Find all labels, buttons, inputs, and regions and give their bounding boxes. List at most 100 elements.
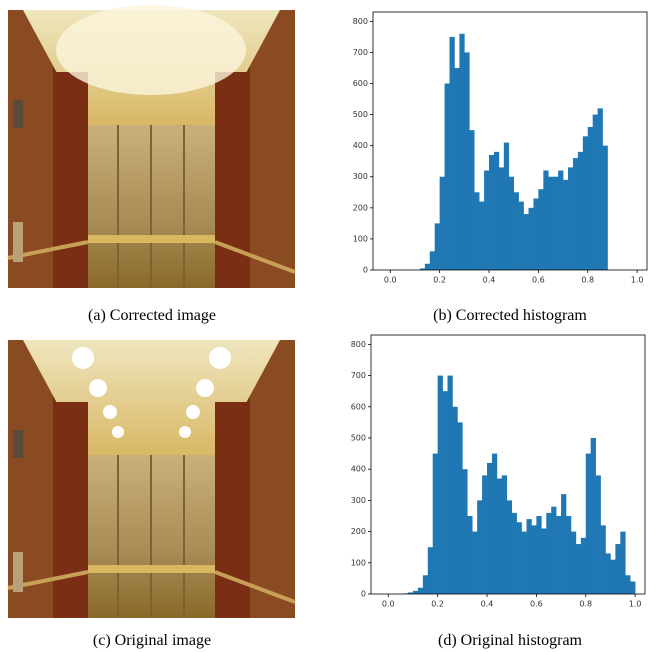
bar [529, 208, 534, 270]
y-tick-label: 0 [361, 590, 366, 599]
bar [443, 391, 448, 594]
bar [499, 167, 504, 270]
bar [469, 130, 474, 270]
bar [568, 167, 573, 270]
bar [543, 171, 548, 270]
y-tick-label: 600 [351, 402, 366, 411]
bar [413, 591, 418, 594]
bar [583, 136, 588, 270]
bar [467, 516, 472, 594]
x-tick-label: 0.8 [581, 276, 594, 285]
bar [615, 544, 620, 594]
bar [610, 560, 615, 594]
bar [487, 463, 492, 594]
x-tick-label: 1.0 [629, 600, 642, 609]
bar [489, 155, 494, 270]
image-caption: (a) Corrected image [88, 307, 216, 324]
bar [553, 177, 558, 270]
bar [440, 177, 445, 270]
bar [578, 152, 583, 270]
bar [484, 171, 489, 270]
bar [504, 143, 509, 270]
y-tick-label: 600 [353, 79, 368, 88]
bar [514, 192, 519, 270]
bar [457, 422, 462, 594]
bar [494, 152, 499, 270]
bar [591, 438, 596, 594]
bar [593, 115, 598, 270]
y-tick-label: 500 [353, 110, 368, 119]
x-tick-label: 0.4 [483, 276, 496, 285]
bar [571, 532, 576, 594]
bar [598, 108, 603, 270]
bar [445, 83, 450, 270]
original-image [8, 340, 295, 618]
y-tick-label: 500 [351, 433, 366, 442]
x-tick-label: 1.0 [631, 276, 644, 285]
bar [423, 575, 428, 594]
bar [507, 500, 512, 594]
bar [556, 516, 561, 594]
bar [454, 68, 459, 270]
bar [524, 214, 529, 270]
bar [551, 507, 556, 594]
bar [563, 180, 568, 270]
bar [450, 37, 455, 270]
x-tick-label: 0.2 [433, 276, 446, 285]
bar [546, 513, 551, 594]
y-tick-label: 300 [351, 496, 366, 505]
x-tick-label: 0.6 [532, 276, 545, 285]
y-tick-label: 700 [351, 371, 366, 380]
bar [541, 528, 546, 594]
bar [606, 553, 611, 594]
bar [482, 475, 487, 594]
bar [536, 516, 541, 594]
bar [630, 582, 635, 594]
y-tick-label: 100 [353, 234, 368, 243]
bar [596, 475, 601, 594]
bar [479, 202, 484, 270]
bar [472, 532, 477, 594]
bar [462, 469, 467, 594]
bar [625, 575, 630, 594]
bar [533, 199, 538, 270]
bar [586, 454, 591, 594]
y-tick-label: 800 [351, 340, 366, 349]
y-tick-label: 300 [353, 172, 368, 181]
bar [433, 454, 438, 594]
bar [561, 494, 566, 594]
bar [512, 513, 517, 594]
bar [566, 516, 571, 594]
bar [452, 407, 457, 594]
bar [428, 547, 433, 594]
bar [438, 376, 443, 594]
bar [573, 158, 578, 270]
bar [601, 525, 606, 594]
image-caption: (c) Original image [93, 632, 211, 649]
y-tick-label: 200 [351, 527, 366, 536]
bar [558, 171, 563, 270]
bar [517, 522, 522, 594]
bar [531, 525, 536, 594]
corrected-image [8, 5, 295, 288]
bar [435, 223, 440, 270]
bar [459, 34, 464, 270]
bar [519, 202, 524, 270]
chart-caption: (d) Original histogram [438, 632, 583, 649]
bar [509, 177, 514, 270]
x-tick-label: 0.4 [481, 600, 494, 609]
bar [527, 519, 532, 594]
bar [497, 479, 502, 594]
bar [620, 532, 625, 594]
x-tick-label: 0.0 [382, 600, 395, 609]
y-tick-label: 700 [353, 48, 368, 57]
bar [588, 127, 593, 270]
bar [477, 500, 482, 594]
bar [548, 177, 553, 270]
y-tick-label: 800 [353, 17, 368, 26]
x-tick-label: 0.8 [579, 600, 592, 609]
bar [538, 189, 543, 270]
bar [492, 454, 497, 594]
y-tick-label: 400 [353, 141, 368, 150]
x-tick-label: 0.0 [384, 276, 397, 285]
